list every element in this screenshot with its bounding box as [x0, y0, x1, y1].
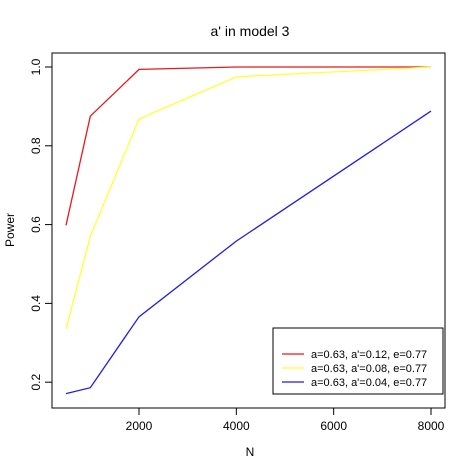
plot-frame — [51, 52, 446, 409]
y-tick-label: 1.0 — [29, 58, 43, 75]
x-tick-label: 4000 — [223, 419, 250, 433]
series-line-2 — [65, 66, 432, 330]
series-line-1 — [65, 66, 431, 226]
y-tick-label: 0.4 — [29, 295, 43, 312]
x-axis: 2000 4000 6000 8000 — [126, 408, 445, 433]
legend-label: a=0.63, a'=0.08, e=0.77 — [311, 363, 427, 375]
chart-title: a' in model 3 — [211, 23, 290, 39]
legend-label: a=0.63, a'=0.04, e=0.77 — [311, 377, 427, 389]
legend: a=0.63, a'=0.12, e=0.77 a=0.63, a'=0.08, … — [272, 327, 444, 395]
legend-label: a=0.63, a'=0.12, e=0.77 — [311, 349, 427, 361]
x-tick-label: 6000 — [320, 419, 347, 433]
y-axis-label: Power — [3, 213, 17, 247]
legend-box — [272, 327, 444, 395]
series-layer — [65, 66, 432, 395]
y-axis: 0.2 0.4 0.6 0.8 1.0 — [29, 58, 52, 391]
y-tick-label: 0.2 — [29, 374, 43, 391]
x-tick-label: 8000 — [418, 419, 445, 433]
y-tick-label: 0.6 — [29, 216, 43, 233]
series-line-3 — [65, 110, 432, 395]
y-tick-label: 0.8 — [29, 137, 43, 154]
x-tick-label: 2000 — [126, 419, 153, 433]
x-axis-label: N — [246, 445, 255, 459]
